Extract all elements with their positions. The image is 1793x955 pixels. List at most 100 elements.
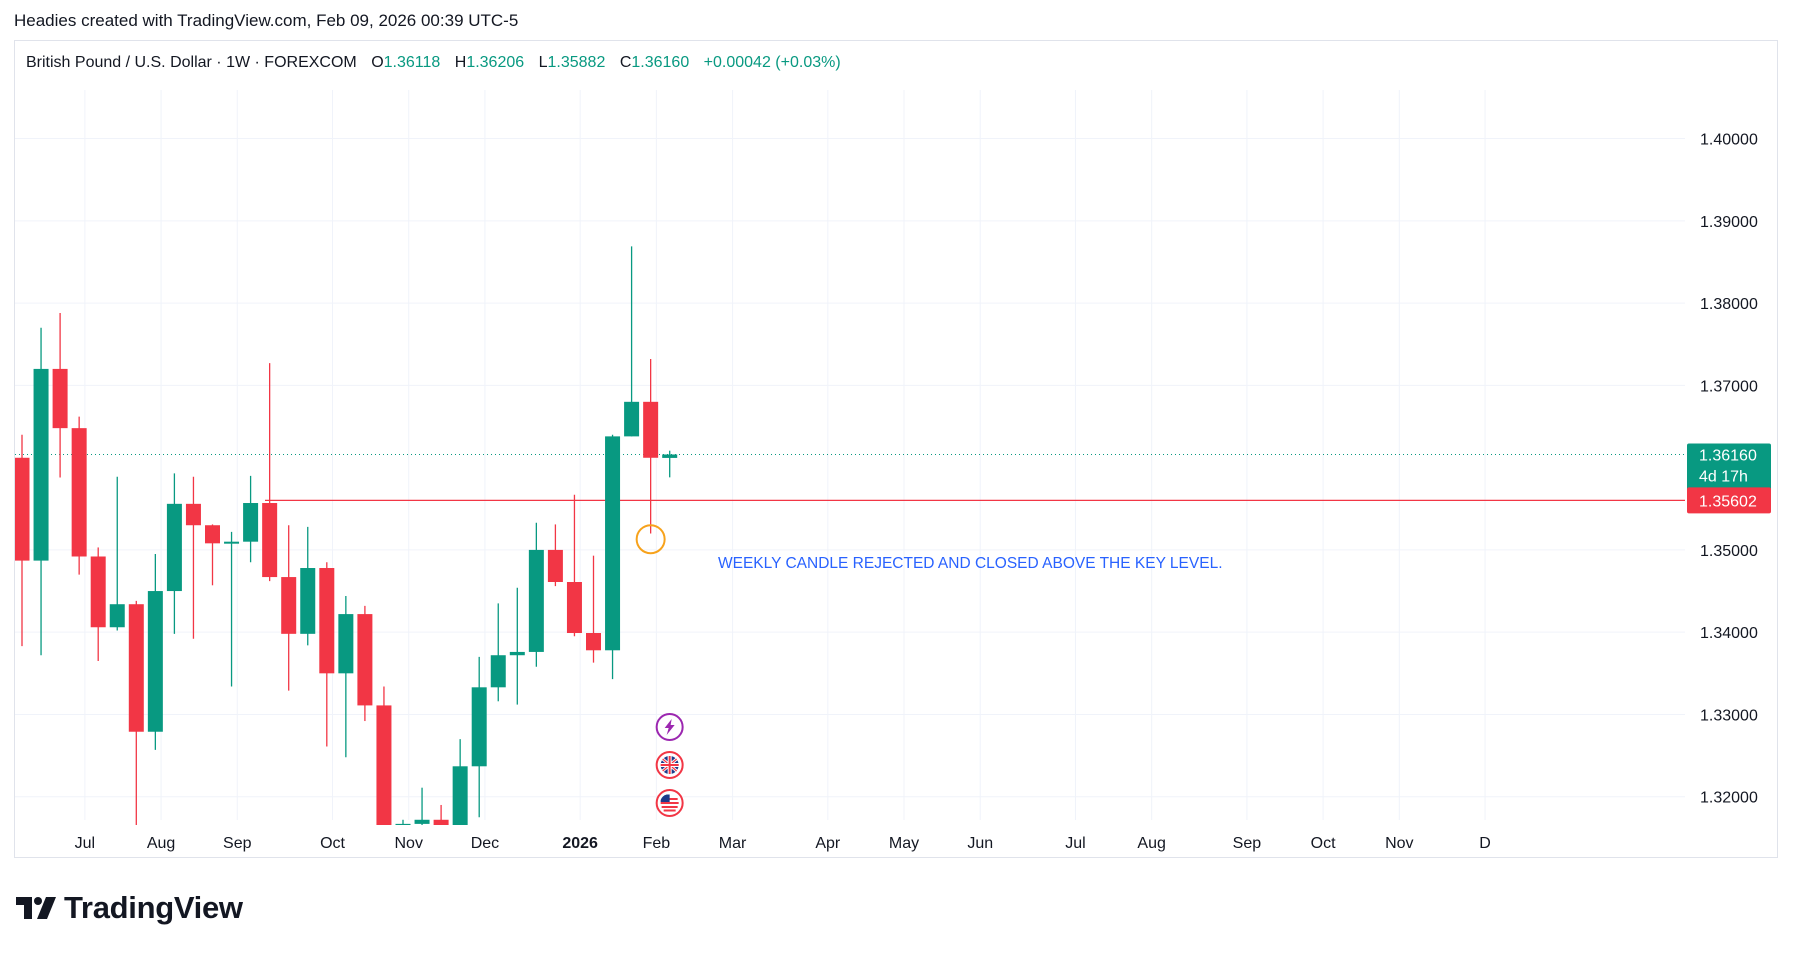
last-price-badge — [1687, 443, 1771, 492]
time-axis: Jul Aug Sep Oct Nov Dec 2026 Feb Mar Apr May Jun Jul… — [75, 835, 1491, 852]
candle-body — [338, 614, 354, 674]
time-tick-label: Jun — [967, 835, 993, 852]
uk-flag-icon[interactable] — [655, 751, 684, 779]
candle-body — [376, 705, 392, 825]
candle[interactable] — [509, 587, 525, 705]
brand-name: TradingView — [64, 890, 243, 925]
candle[interactable] — [319, 562, 335, 747]
candle[interactable] — [185, 476, 201, 639]
candle-body — [33, 368, 49, 561]
time-tick-label: Jul — [1065, 835, 1085, 852]
price-axis: 1.40000 1.39000 1.38000 1.37000 1.35000 1.340… — [1700, 132, 1758, 807]
time-tick-label: 2026 — [562, 835, 598, 852]
candle-body — [414, 819, 430, 824]
candle[interactable] — [15, 434, 30, 647]
candle[interactable] — [147, 554, 163, 750]
candle[interactable] — [376, 686, 392, 844]
time-tick-label: Aug — [147, 835, 175, 852]
candle-body — [319, 568, 335, 674]
candle-body — [147, 591, 163, 732]
candle-body — [490, 655, 506, 688]
time-tick-label: D — [1479, 835, 1491, 852]
candle[interactable] — [357, 605, 373, 722]
time-tick-label: Sep — [1233, 835, 1262, 852]
candle[interactable] — [281, 525, 297, 691]
time-tick-label: Feb — [643, 835, 671, 852]
chart-attribution: Headies created with TradingView.com, Fe… — [14, 11, 519, 30]
candle-body — [528, 549, 544, 652]
candle[interactable] — [586, 555, 601, 663]
price-badges: 1.36160 4d 17h 1.35602 — [1687, 443, 1771, 514]
candle[interactable] — [605, 434, 621, 680]
candle-body — [15, 457, 30, 561]
candle-body — [262, 503, 278, 578]
candle-body — [109, 604, 125, 628]
candle[interactable] — [33, 327, 49, 656]
candle[interactable] — [52, 312, 68, 478]
candle[interactable] — [71, 416, 87, 575]
candle-body — [624, 401, 640, 437]
candle-body — [357, 614, 373, 706]
lightning-icon[interactable] — [655, 713, 684, 741]
candle[interactable] — [128, 600, 144, 845]
candle[interactable] — [109, 476, 125, 631]
candle[interactable] — [205, 524, 220, 586]
candle-body — [166, 503, 182, 592]
candle[interactable] — [414, 787, 430, 838]
candle-body — [395, 823, 411, 825]
time-tick-label: Oct — [1311, 835, 1336, 852]
candle-body — [605, 436, 621, 651]
last-price-label: 1.36160 — [1699, 447, 1757, 464]
price-tick-label: 1.34000 — [1700, 625, 1758, 642]
open-value: 1.36118 — [383, 54, 441, 71]
candle[interactable] — [490, 603, 506, 702]
candle[interactable] — [624, 246, 640, 437]
candle[interactable] — [471, 656, 487, 818]
candle[interactable] — [262, 363, 278, 582]
candle[interactable] — [547, 524, 563, 587]
price-tick-label: 1.39000 — [1700, 214, 1758, 231]
rejection-circle[interactable] — [635, 524, 666, 555]
candle[interactable] — [90, 547, 106, 661]
price-tick-label: 1.33000 — [1700, 707, 1758, 724]
candle-body — [662, 454, 678, 458]
candle[interactable] — [643, 359, 659, 534]
low-value: 1.35882 — [547, 54, 606, 71]
candle-body — [71, 428, 87, 557]
candle[interactable] — [662, 450, 678, 478]
candle-body — [509, 651, 525, 656]
candle[interactable] — [452, 739, 468, 834]
key-level-badge — [1687, 487, 1771, 514]
rejection-marker — [635, 524, 666, 555]
candle[interactable] — [243, 475, 259, 563]
price-tick-label: 1.32000 — [1700, 790, 1758, 807]
key-level-label: 1.35602 — [1699, 493, 1757, 510]
chart-legend: British Pound / U.S. Dollar · 1W · FOREX… — [26, 54, 841, 72]
price-tick-label: 1.38000 — [1700, 296, 1758, 313]
time-tick-label: Jul — [75, 835, 95, 852]
tradingview-logo[interactable]: TradingView — [16, 890, 243, 926]
candle[interactable] — [528, 522, 544, 667]
candle-body — [185, 503, 201, 526]
change-value: +0.00042 (+0.03%) — [703, 54, 841, 71]
candle[interactable] — [433, 804, 449, 854]
time-tick-label: Aug — [1137, 835, 1165, 852]
candle-body — [224, 541, 240, 544]
tradingview-mark-icon — [16, 897, 56, 919]
candle[interactable] — [566, 494, 582, 637]
candle[interactable] — [338, 595, 354, 758]
grid-lines — [15, 90, 1685, 820]
time-tick-label: Dec — [471, 835, 499, 852]
candle[interactable] — [224, 531, 240, 687]
annotation-text[interactable]: WEEKLY CANDLE REJECTED AND CLOSED ABOVE … — [718, 555, 1223, 572]
candle[interactable] — [166, 473, 182, 634]
candle-body — [471, 687, 487, 767]
symbol-label[interactable]: British Pound / U.S. Dollar · 1W · FOREX… — [26, 54, 357, 71]
candle-body — [566, 582, 582, 634]
candle[interactable] — [395, 819, 411, 881]
bar-countdown-label: 4d 17h — [1699, 468, 1748, 485]
candle[interactable] — [300, 526, 316, 646]
price-tick-label: 1.35000 — [1700, 543, 1758, 560]
us-flag-icon[interactable] — [655, 789, 684, 817]
